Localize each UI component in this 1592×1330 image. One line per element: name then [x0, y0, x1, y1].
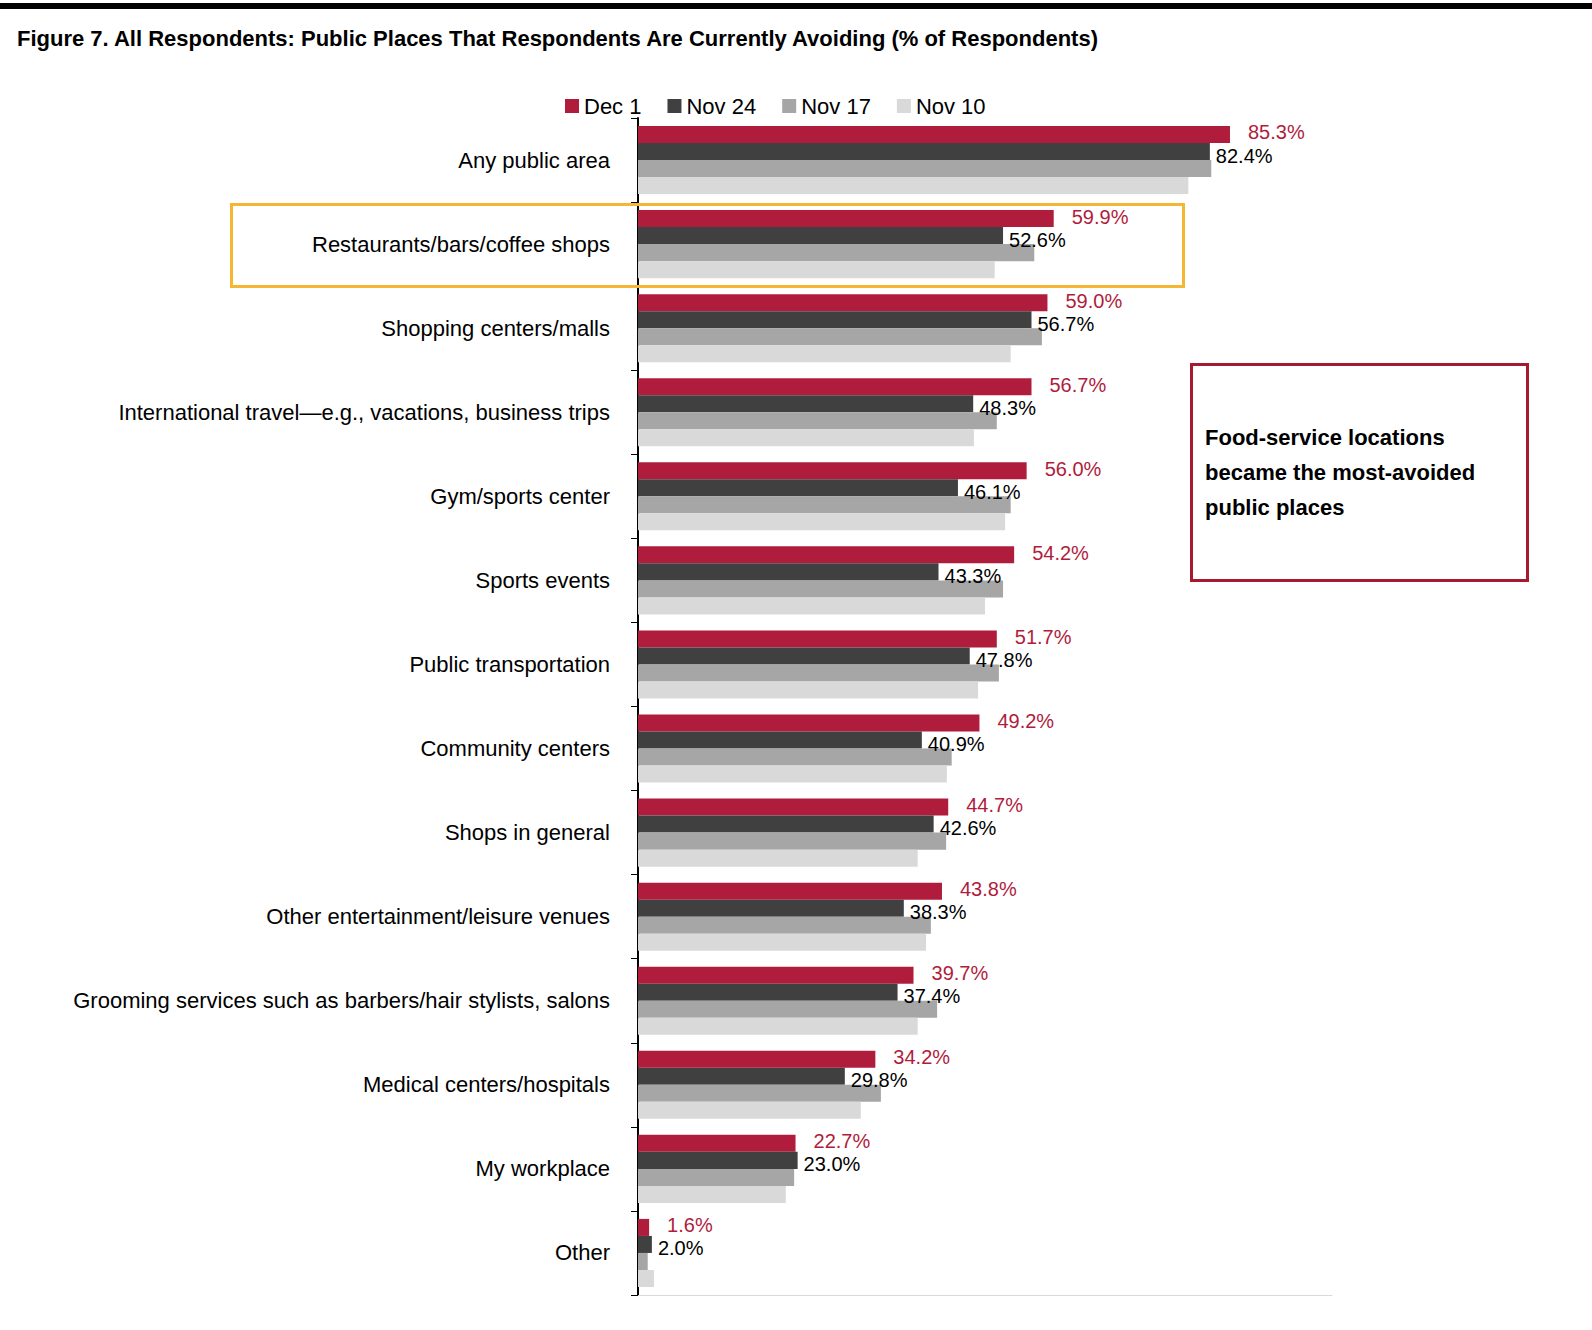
svg-text:56.7%: 56.7% [1049, 374, 1106, 396]
svg-text:2.0%: 2.0% [658, 1237, 704, 1259]
svg-text:48.3%: 48.3% [979, 397, 1036, 419]
svg-text:51.7%: 51.7% [1015, 626, 1072, 648]
svg-text:1.6%: 1.6% [667, 1214, 713, 1236]
svg-text:49.2%: 49.2% [997, 710, 1054, 732]
svg-text:became the most-avoided: became the most-avoided [1205, 460, 1481, 485]
svg-text:43.3%: 43.3% [945, 565, 1002, 587]
svg-text:Nov 10: Nov 10 [916, 94, 986, 119]
svg-text:Grooming services such as barb: Grooming services such as barbers/hair s… [73, 988, 610, 1013]
svg-text:Shops in general: Shops in general [445, 820, 610, 845]
svg-text:39.7%: 39.7% [932, 962, 989, 984]
svg-text:38.3%: 38.3% [910, 901, 967, 923]
svg-text:59.9%: 59.9% [1072, 206, 1129, 228]
svg-text:56.0%: 56.0% [1045, 458, 1102, 480]
svg-text:Medical centers/hospitals: Medical centers/hospitals [363, 1072, 610, 1097]
svg-text:Restaurants/bars/coffee shops: Restaurants/bars/coffee shops [312, 232, 610, 257]
svg-text:Food-service locations: Food-service locations [1205, 425, 1451, 450]
svg-text:Gym/sports center: Gym/sports center [430, 484, 610, 509]
svg-text:Other: Other [555, 1240, 610, 1265]
svg-text:52.6%: 52.6% [1009, 229, 1066, 251]
svg-text:85.3%: 85.3% [1248, 121, 1305, 143]
svg-text:Figure 7. All Respondents: Pub: Figure 7. All Respondents: Public Places… [17, 26, 1098, 51]
svg-text:My workplace: My workplace [476, 1156, 610, 1181]
svg-text:43.8%: 43.8% [960, 878, 1017, 900]
svg-text:Nov 17: Nov 17 [801, 94, 871, 119]
svg-text:82.4%: 82.4% [1216, 145, 1273, 167]
svg-text:29.8%: 29.8% [851, 1069, 908, 1091]
svg-text:40.9%: 40.9% [928, 733, 985, 755]
svg-text:34.2%: 34.2% [893, 1046, 950, 1068]
svg-text:54.2%: 54.2% [1032, 542, 1089, 564]
svg-text:Other entertainment/leisure ve: Other entertainment/leisure venues [266, 904, 610, 929]
svg-text:International travel—e.g., vac: International travel—e.g., vacations, bu… [118, 400, 610, 425]
svg-text:Nov 24: Nov 24 [686, 94, 756, 119]
svg-text:37.4%: 37.4% [904, 985, 961, 1007]
svg-text:Shopping centers/malls: Shopping centers/malls [381, 316, 610, 341]
svg-text:59.0%: 59.0% [1065, 290, 1122, 312]
svg-text:Dec 1: Dec 1 [584, 94, 641, 119]
svg-text:public places: public places [1205, 495, 1344, 520]
svg-text:23.0%: 23.0% [804, 1153, 861, 1175]
svg-text:Public transportation: Public transportation [409, 652, 610, 677]
svg-text:46.1%: 46.1% [964, 481, 1021, 503]
svg-text:42.6%: 42.6% [940, 817, 997, 839]
svg-text:22.7%: 22.7% [814, 1130, 871, 1152]
svg-text:Sports events: Sports events [475, 568, 610, 593]
svg-text:56.7%: 56.7% [1037, 313, 1094, 335]
svg-text:47.8%: 47.8% [976, 649, 1033, 671]
svg-text:44.7%: 44.7% [966, 794, 1023, 816]
svg-text:Any public area: Any public area [458, 148, 610, 173]
svg-text:Community centers: Community centers [420, 736, 610, 761]
